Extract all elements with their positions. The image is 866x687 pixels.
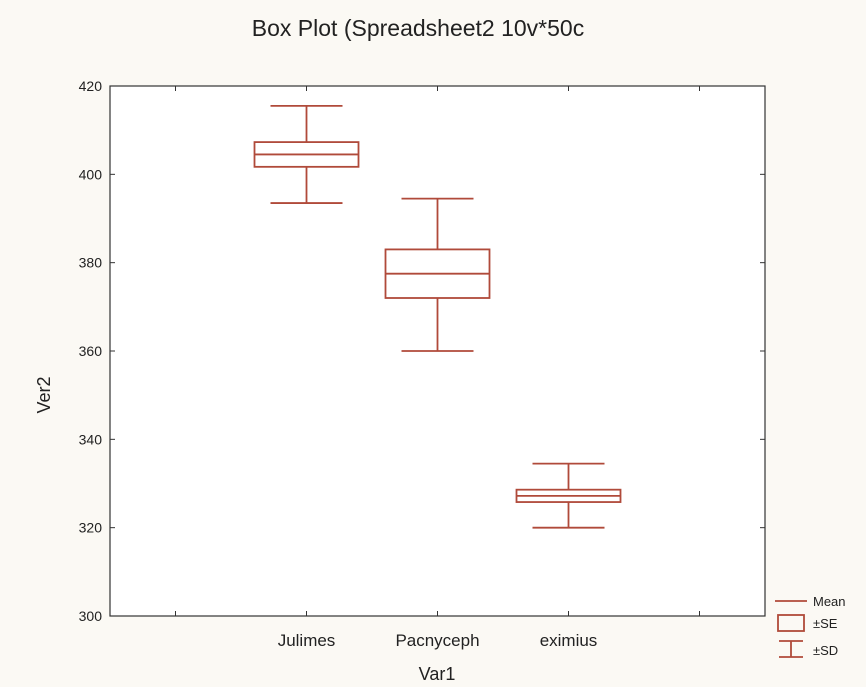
y-tick-label: 300 <box>79 608 103 624</box>
legend-se-swatch <box>777 614 805 632</box>
x-axis-title: Var1 <box>419 664 456 684</box>
y-axis-title: Ver2 <box>34 376 54 413</box>
y-tick-label: 320 <box>79 520 103 536</box>
box-group <box>515 462 622 529</box>
x-category-label: Julimes <box>278 631 336 650</box>
y-tick-label: 400 <box>79 166 103 182</box>
legend: Mean ±SE ±SD <box>775 594 846 658</box>
chart-title: Box Plot (Spreadsheet2 10v*50c <box>252 15 584 41</box>
box-series <box>253 104 622 529</box>
y-axis: 300 320 340 360 380 400 420 <box>79 78 765 624</box>
y-tick-label: 380 <box>79 255 103 271</box>
box-group <box>384 197 491 352</box>
legend-se-label: ±SE <box>813 616 838 631</box>
y-tick-label: 340 <box>79 431 103 447</box>
x-axis: Julimes Pacnyceph eximius <box>175 86 700 650</box>
legend-sd-label: ±SD <box>813 643 838 658</box>
y-tick-label: 360 <box>79 343 103 359</box>
legend-mean-label: Mean <box>813 594 846 609</box>
x-category-label: eximius <box>540 631 598 650</box>
y-tick-label: 420 <box>79 78 103 94</box>
x-category-label: Pacnyceph <box>395 631 479 650</box>
box-group <box>253 104 360 204</box>
